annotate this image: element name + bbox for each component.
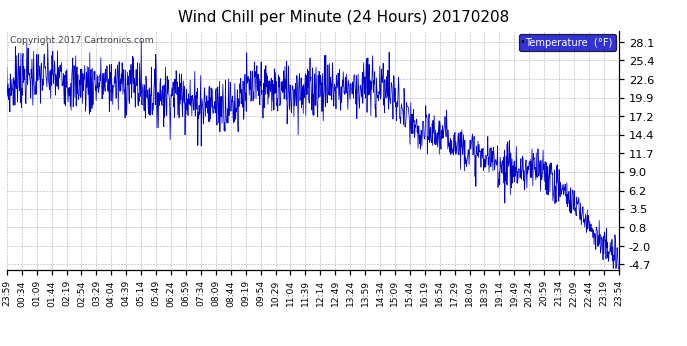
Text: Copyright 2017 Cartronics.com: Copyright 2017 Cartronics.com <box>10 36 153 45</box>
Text: Wind Chill per Minute (24 Hours) 20170208: Wind Chill per Minute (24 Hours) 2017020… <box>178 10 509 25</box>
Legend: Temperature  (°F): Temperature (°F) <box>519 34 616 51</box>
